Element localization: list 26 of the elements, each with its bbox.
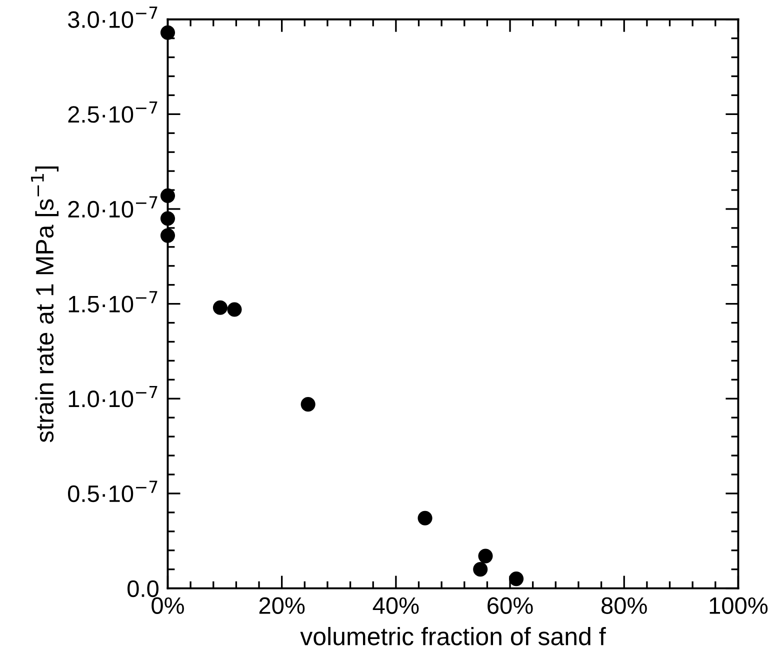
point: [212, 300, 228, 315]
x-tick-label: 40%: [372, 597, 419, 614]
point: [418, 510, 432, 526]
point: [300, 397, 316, 412]
point: [160, 25, 176, 40]
y-tick-label: 0.5·10$^{−7}$: [68, 480, 158, 502]
point: [160, 211, 176, 226]
y-tick-label: 3.0·10$^{−7}$: [68, 6, 158, 28]
y-axis-title: strain rate at 1 MPa [s$^{−1}$]: [31, 166, 59, 442]
x-tick-label: 20%: [259, 597, 305, 614]
y-tick-label: 2.0·10$^{−7}$: [68, 196, 158, 218]
x-tick-label: 60%: [488, 597, 533, 614]
x-tick-label: 100%: [710, 597, 768, 614]
point: [160, 228, 176, 243]
point: [473, 562, 488, 577]
y-tick-label: 0.0: [128, 580, 158, 598]
point: [509, 572, 524, 586]
x-axis-title: volumetric fraction of sand f: [300, 626, 606, 646]
y-tick-label: 2.5·10$^{−7}$: [68, 101, 158, 123]
x-tick-label: 0%: [152, 597, 184, 614]
y-tick-label: 1.5·10$^{−7}$: [68, 291, 158, 312]
x-tick-label: 80%: [602, 597, 647, 614]
point: [478, 548, 493, 564]
point: [160, 188, 176, 203]
y-tick-label: 1.0·10$^{−7}$: [68, 386, 158, 408]
point: [227, 302, 242, 317]
